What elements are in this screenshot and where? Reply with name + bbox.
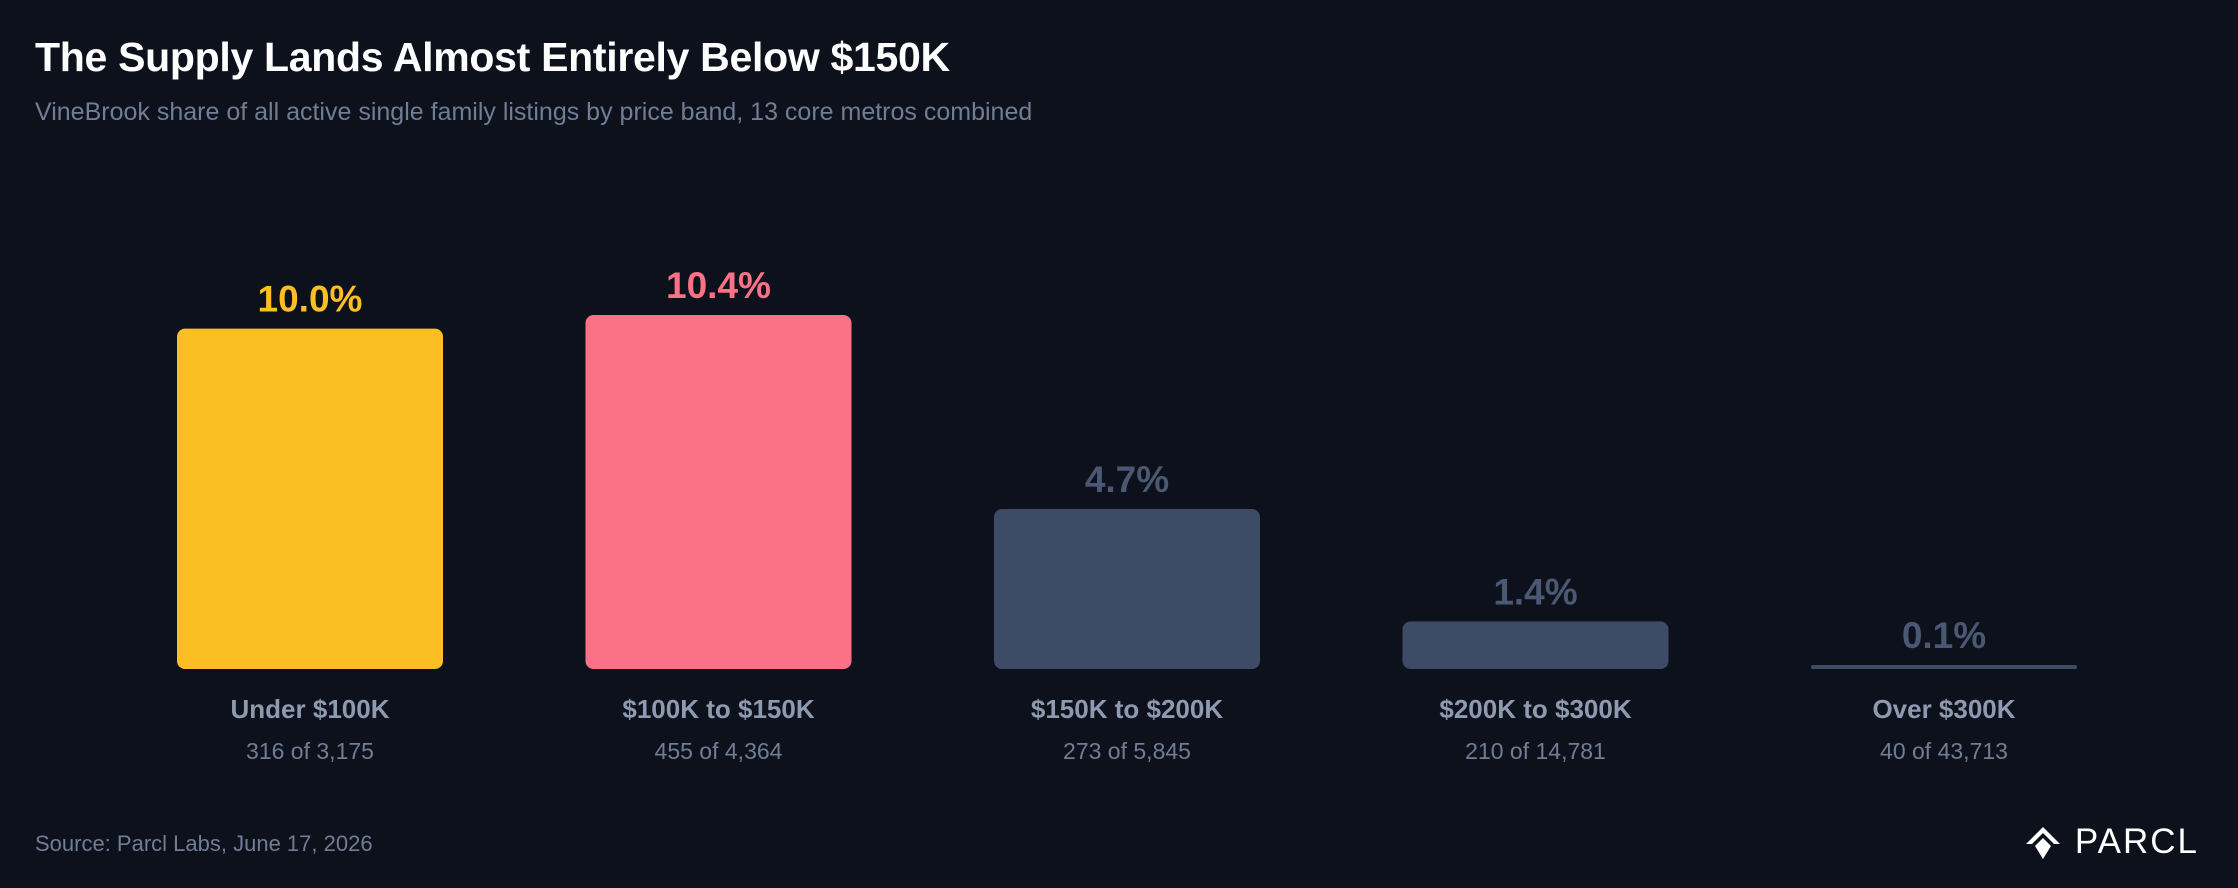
bar-value-label: 10.4% bbox=[666, 265, 771, 306]
chart-title: The Supply Lands Almost Entirely Below $… bbox=[35, 34, 950, 80]
bar bbox=[1811, 665, 2077, 669]
bar-chart: 10.0% Under $100K 316 of 3,175 10.4% $100K t… bbox=[177, 265, 2077, 764]
category-label: $200K to $300K bbox=[1439, 694, 1631, 724]
bar-value-label: 10.0% bbox=[258, 279, 363, 320]
bar-value-label: 1.4% bbox=[1493, 571, 1577, 612]
parcl-logo-icon bbox=[2025, 827, 2060, 859]
bar bbox=[177, 328, 443, 669]
chart-subtitle: VineBrook share of all active single fam… bbox=[35, 98, 1033, 126]
category-label: $100K to $150K bbox=[622, 694, 814, 724]
category-label: Under $100K bbox=[231, 694, 390, 724]
category-sublabel: 210 of 14,781 bbox=[1465, 738, 1606, 764]
bar-value-label: 4.7% bbox=[1085, 459, 1169, 500]
brand-logo: PARCL bbox=[2023, 822, 2199, 862]
category-sublabel: 273 of 5,845 bbox=[1063, 738, 1191, 764]
category-sublabel: 316 of 3,175 bbox=[246, 738, 374, 764]
bar-value-label: 0.1% bbox=[1902, 615, 1986, 656]
category-label: $150K to $200K bbox=[1031, 694, 1223, 724]
bar bbox=[994, 509, 1260, 669]
bar bbox=[585, 315, 852, 669]
source-note: Source: Parcl Labs, June 17, 2026 bbox=[35, 831, 373, 856]
category-sublabel: 455 of 4,364 bbox=[655, 738, 783, 764]
category-sublabel: 40 of 43,713 bbox=[1880, 738, 2008, 764]
category-label: Over $300K bbox=[1872, 694, 2015, 724]
brand-name: PARCL bbox=[2074, 822, 2199, 861]
bar bbox=[1402, 621, 1669, 669]
